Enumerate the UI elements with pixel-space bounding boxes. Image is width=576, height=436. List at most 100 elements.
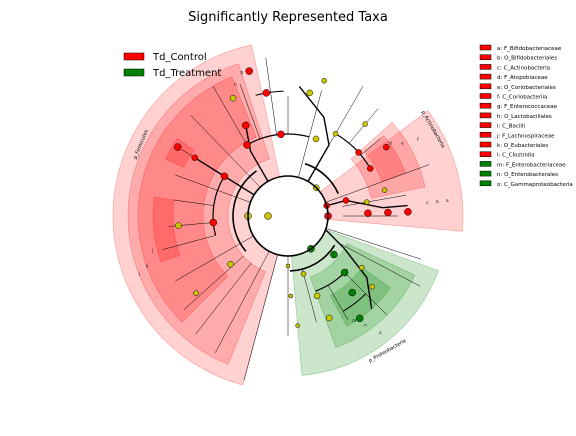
- legend-label-control: Td_Control: [152, 52, 207, 63]
- clade-letter: j: [151, 248, 153, 253]
- abbr-text: n: O_Enterobacterales: [497, 172, 558, 178]
- abbr-text: h: O_Lactobacillales: [497, 114, 552, 120]
- tree-node: [332, 130, 339, 137]
- tree-node: [277, 130, 285, 139]
- tree-node: [404, 208, 412, 216]
- abbr-swatch: [479, 161, 492, 167]
- tree-node: [358, 264, 365, 271]
- abbr-swatch: [479, 151, 492, 157]
- branch-spoke: [342, 194, 407, 207]
- branch-spoke: [327, 285, 349, 321]
- branch-spoke: [195, 263, 252, 335]
- branch-highlight: [245, 125, 269, 182]
- clade-letter: k: [146, 263, 149, 268]
- abbr-swatch: [479, 83, 492, 90]
- tree-node: [369, 283, 376, 290]
- tree-node: [264, 212, 272, 220]
- clade-letter: f: [417, 137, 419, 142]
- branch-spoke: [325, 228, 422, 260]
- abbr-swatch: [479, 122, 492, 128]
- abbr-swatch: [479, 64, 492, 70]
- abbr-text: c: C_Actinobacteria: [497, 65, 550, 71]
- tree-node: [262, 89, 271, 97]
- tree-node: [364, 209, 372, 217]
- tree-node: [355, 314, 364, 323]
- abbr-text: k: O_Eubacteriales: [497, 143, 548, 149]
- branch-arc: [289, 244, 336, 272]
- tree-node: [364, 199, 370, 205]
- abbr-swatch: [479, 170, 492, 177]
- branch-spoke: [360, 138, 381, 156]
- tree-node: [229, 94, 237, 102]
- abbr-swatch: [479, 54, 492, 60]
- tree-node: [313, 292, 321, 300]
- clade-sector: [165, 138, 195, 168]
- tree-node: [383, 143, 390, 151]
- abbr-swatch: [479, 44, 492, 51]
- root-ring: [247, 175, 329, 257]
- branch-spoke: [298, 90, 322, 178]
- abbr-entry: l: C_Clostridia: [479, 151, 535, 159]
- figure-title: Significantly Represented Taxa: [188, 10, 388, 25]
- branch-spoke: [325, 164, 430, 203]
- tree-node: [175, 222, 182, 229]
- branch-spoke: [344, 272, 388, 316]
- abbr-entry: a: F_Bifidobacteriaceae: [479, 44, 562, 52]
- clade-letter: n: [364, 323, 367, 328]
- branch-spoke: [215, 251, 270, 353]
- abbr-swatch: [479, 112, 492, 119]
- abbr-swatch: [479, 180, 492, 187]
- abbr-entry: e: O_Coriobacteriales: [479, 83, 556, 91]
- tree-branches: [162, 57, 430, 381]
- branch-spoke: [162, 235, 216, 250]
- abbr-text: g: F_Enterococcaceae: [497, 104, 558, 110]
- tree-node: [342, 197, 350, 204]
- tree-node: [243, 141, 251, 149]
- abbr-swatch: [479, 93, 492, 99]
- branch-spoke: [239, 84, 261, 140]
- clade-letter: d: [389, 140, 392, 145]
- tree-node: [227, 260, 234, 268]
- tree-node: [355, 149, 362, 156]
- clade-sector: [329, 267, 391, 327]
- legend-swatch-control: [123, 52, 145, 61]
- branch-spoke: [301, 269, 317, 323]
- tree-node: [367, 165, 374, 172]
- clade-letter: h: [234, 82, 237, 87]
- abbr-swatch: [479, 73, 492, 80]
- clade-letter: i: [220, 67, 221, 72]
- clade-letter: e: [401, 140, 404, 145]
- tree-node: [321, 78, 327, 84]
- branch-spoke: [243, 254, 278, 381]
- abbr-entry: h: O_Lactobacillales: [479, 112, 552, 120]
- abbr-text: j: F_Lachnospiraceae: [496, 133, 555, 139]
- branch-spoke: [265, 57, 277, 135]
- tree-node: [285, 263, 291, 269]
- branch-arc: [212, 175, 225, 236]
- tree-node: [295, 323, 300, 328]
- tree-node: [362, 121, 368, 127]
- tree-node: [191, 154, 198, 161]
- abbr-text: b: O_Bifidobacteriales: [497, 56, 557, 62]
- abbr-entry: i: C_Bacilli: [479, 122, 525, 130]
- abbr-text: i: C_Bacilli: [497, 124, 525, 130]
- clade-letter: c: [426, 200, 428, 205]
- branch-highlight: [326, 199, 408, 209]
- abbr-swatch: [479, 141, 492, 148]
- clade-sector: [137, 76, 257, 323]
- clade-letters: a b c d e f g h i j k l m n o: [139, 67, 449, 335]
- tree-node: [384, 208, 392, 217]
- tree-node: [312, 135, 320, 143]
- branch-arc: [335, 133, 371, 169]
- tree-node: [174, 143, 182, 151]
- branch-spoke: [212, 85, 248, 146]
- abbr-entry: j: F_Lachnospiraceae: [479, 132, 555, 139]
- branch-spoke: [190, 115, 261, 188]
- tree-node: [209, 218, 218, 227]
- branch-arc: [232, 170, 257, 252]
- abbr-entry: n: O_Enterobacterales: [479, 170, 558, 178]
- abbr-text: m: F_Enterobacteriaceae: [497, 162, 566, 168]
- clade-sector: [350, 121, 426, 199]
- tree-nodes: [174, 67, 412, 328]
